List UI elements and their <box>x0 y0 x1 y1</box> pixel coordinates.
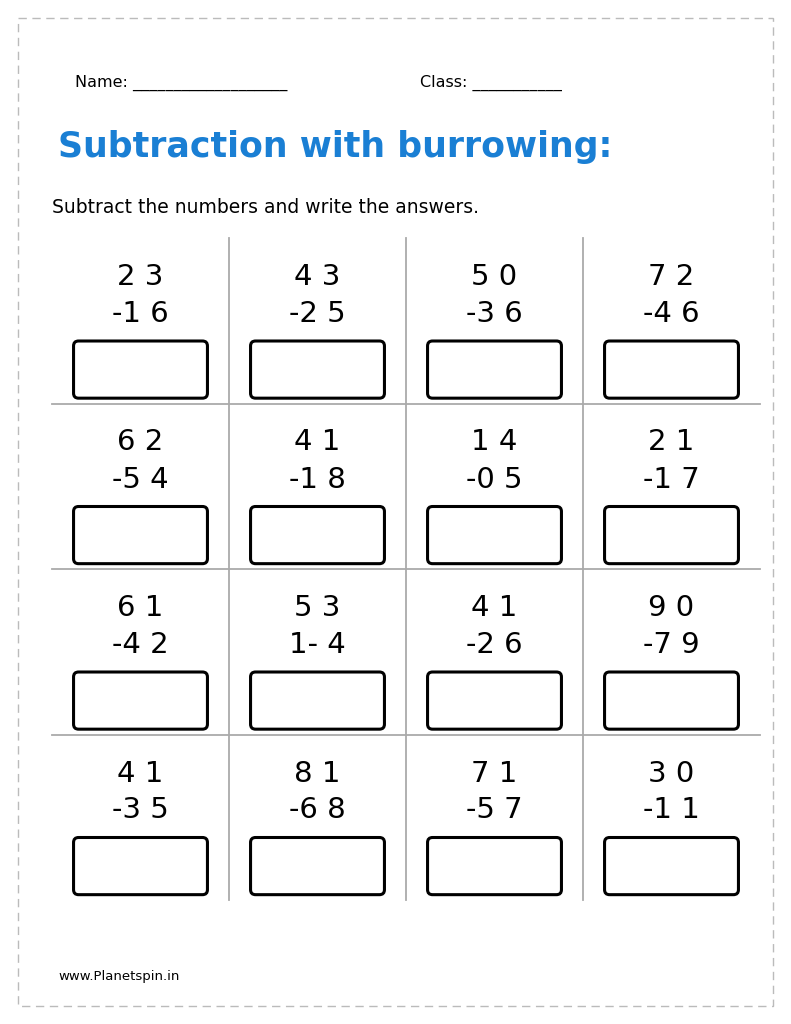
Text: 4 1: 4 1 <box>471 594 517 622</box>
Text: www.Planetspin.in: www.Planetspin.in <box>58 970 180 983</box>
FancyBboxPatch shape <box>74 507 207 563</box>
Text: -1 8: -1 8 <box>289 466 346 494</box>
Text: Subtract the numbers and write the answers.: Subtract the numbers and write the answe… <box>52 198 479 217</box>
FancyBboxPatch shape <box>604 672 739 729</box>
FancyBboxPatch shape <box>428 341 562 398</box>
Text: 4 1: 4 1 <box>294 428 341 457</box>
FancyBboxPatch shape <box>251 672 384 729</box>
Text: Name: ___________________: Name: ___________________ <box>75 75 287 91</box>
FancyBboxPatch shape <box>428 507 562 563</box>
Text: 3 0: 3 0 <box>649 760 694 787</box>
Text: -1 7: -1 7 <box>643 466 700 494</box>
Text: 8 1: 8 1 <box>294 760 341 787</box>
Text: -2 6: -2 6 <box>466 631 523 659</box>
Text: Class: ___________: Class: ___________ <box>420 75 562 91</box>
FancyBboxPatch shape <box>604 838 739 895</box>
Text: 5 3: 5 3 <box>294 594 341 622</box>
Text: 2 1: 2 1 <box>649 428 694 457</box>
Text: -7 9: -7 9 <box>643 631 700 659</box>
Text: 7 1: 7 1 <box>471 760 517 787</box>
Text: -3 5: -3 5 <box>112 797 168 824</box>
Text: 6 1: 6 1 <box>117 594 164 622</box>
FancyBboxPatch shape <box>74 838 207 895</box>
FancyBboxPatch shape <box>251 507 384 563</box>
Text: 1 4: 1 4 <box>471 428 517 457</box>
Text: 7 2: 7 2 <box>649 263 694 291</box>
FancyBboxPatch shape <box>74 672 207 729</box>
FancyBboxPatch shape <box>428 672 562 729</box>
Text: 2 3: 2 3 <box>117 263 164 291</box>
Text: -1 6: -1 6 <box>112 300 168 328</box>
Text: -0 5: -0 5 <box>466 466 523 494</box>
Text: 9 0: 9 0 <box>649 594 694 622</box>
FancyBboxPatch shape <box>604 341 739 398</box>
Text: 6 2: 6 2 <box>117 428 164 457</box>
Text: -6 8: -6 8 <box>290 797 346 824</box>
Text: -5 4: -5 4 <box>112 466 168 494</box>
Text: Subtraction with burrowing:: Subtraction with burrowing: <box>58 130 612 164</box>
Text: -4 6: -4 6 <box>643 300 700 328</box>
Text: -3 6: -3 6 <box>466 300 523 328</box>
Text: -2 5: -2 5 <box>290 300 346 328</box>
FancyBboxPatch shape <box>251 341 384 398</box>
Text: -5 7: -5 7 <box>466 797 523 824</box>
FancyBboxPatch shape <box>74 341 207 398</box>
FancyBboxPatch shape <box>251 838 384 895</box>
Text: 1- 4: 1- 4 <box>290 631 346 659</box>
Text: 4 3: 4 3 <box>294 263 341 291</box>
FancyBboxPatch shape <box>604 507 739 563</box>
Text: 5 0: 5 0 <box>471 263 517 291</box>
Text: 4 1: 4 1 <box>117 760 164 787</box>
Text: -1 1: -1 1 <box>643 797 700 824</box>
Text: -4 2: -4 2 <box>112 631 168 659</box>
FancyBboxPatch shape <box>428 838 562 895</box>
